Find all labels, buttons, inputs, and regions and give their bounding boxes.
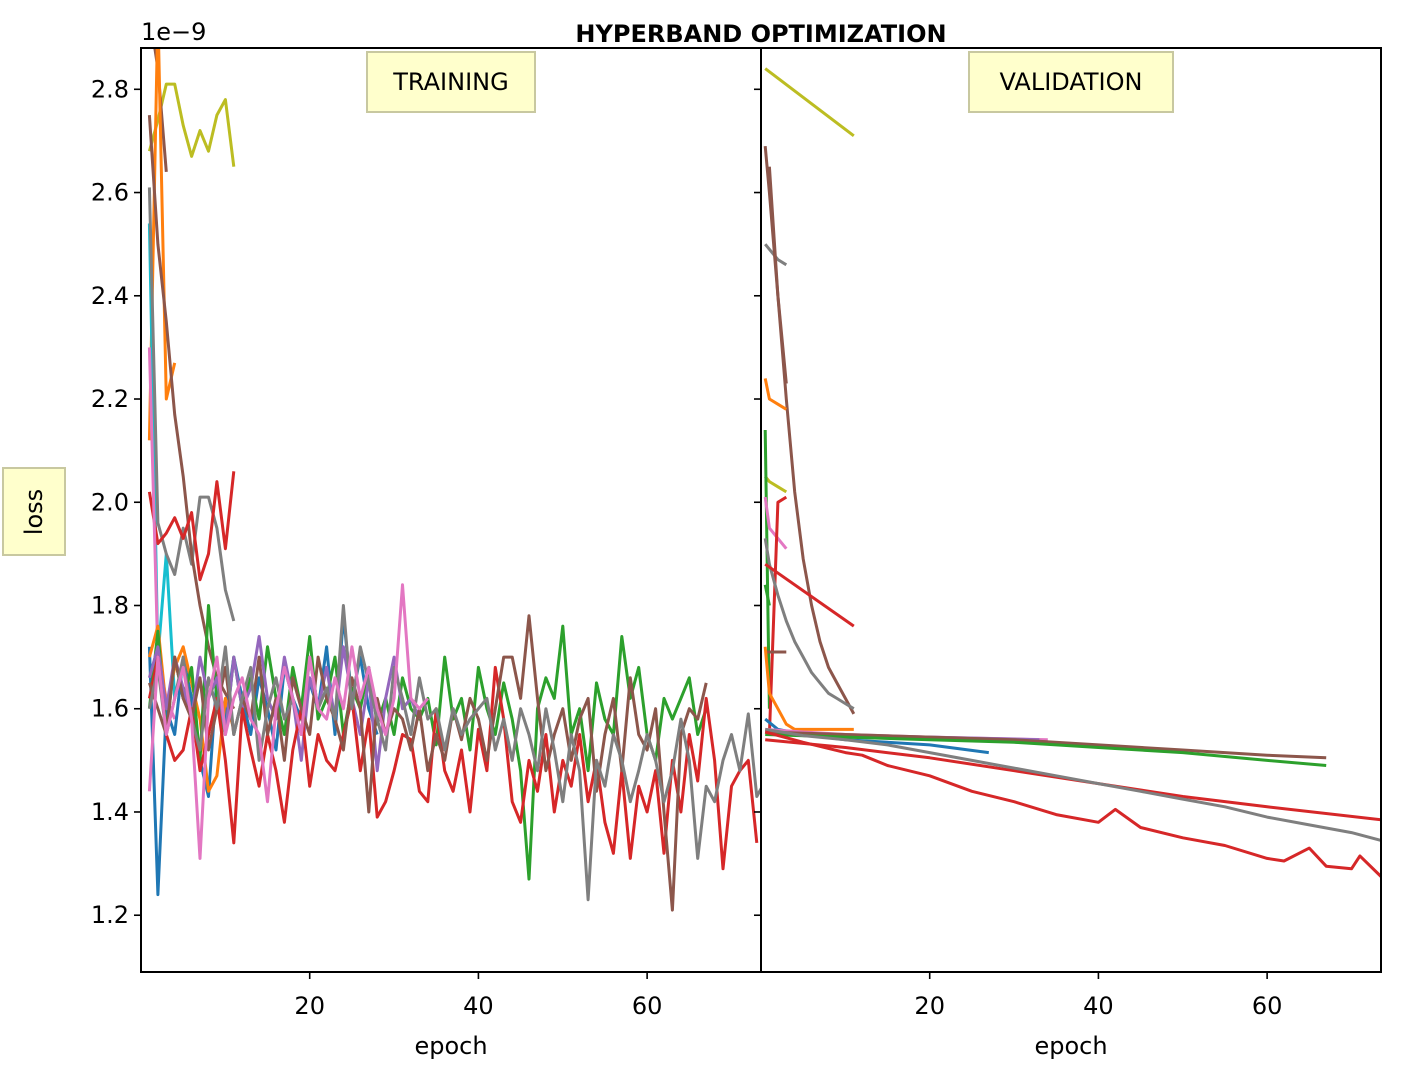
validation-series-line-7 <box>763 429 771 709</box>
training-series-line-13 <box>147 655 759 871</box>
training-series-line-5 <box>147 187 236 622</box>
y-tick-label: 2.2 <box>91 385 129 413</box>
y-tick-label: 2.4 <box>91 282 129 310</box>
training-series-line-15 <box>147 604 761 902</box>
validation-series-line-1 <box>764 67 855 137</box>
y-tick-label: 1.8 <box>91 591 129 619</box>
training-series-line-1 <box>147 82 236 167</box>
training-series-line-16 <box>147 583 429 860</box>
chart-title: HYPERBAND OPTIMIZATION <box>575 20 946 48</box>
validation-y-ticks <box>754 88 761 917</box>
training-label: TRAINING <box>392 68 508 96</box>
training-label-box: TRAINING <box>366 51 536 113</box>
validation-series-line-22 <box>764 730 1381 878</box>
validation-series-line-4 <box>767 166 856 715</box>
training-panel: 1.2 1.4 1.6 1.8 2.0 2.2 2.4 2.6 2.8 20 40 60 TRAIN… <box>91 47 762 1060</box>
validation-x-axis-label: epoch <box>1034 1032 1107 1060</box>
y-exponent-label: 1e−9 <box>141 18 206 46</box>
validation-series-line-12 <box>763 584 771 606</box>
validation-series-line-14 <box>763 646 854 731</box>
training-x-tick-label: 20 <box>294 992 325 1020</box>
validation-x-ticks: 20 40 60 <box>914 972 1282 1020</box>
training-x-axis-label: epoch <box>414 1032 487 1060</box>
validation-series-line-18 <box>765 730 1327 760</box>
y-tick-label: 2.0 <box>91 488 129 516</box>
training-x-tick-label: 40 <box>463 992 494 1020</box>
validation-series-line-10 <box>763 538 855 710</box>
validation-series-group <box>763 67 1381 878</box>
training-x-tick-label: 60 <box>632 992 663 1020</box>
validation-x-tick-label: 40 <box>1083 992 1114 1020</box>
validation-series-line-5 <box>763 378 788 411</box>
y-axis-label-box: loss <box>2 467 66 556</box>
validation-label-box: VALIDATION <box>968 51 1174 113</box>
y-tick-label: 2.6 <box>91 179 129 207</box>
y-axis-label: loss <box>20 489 48 535</box>
validation-series-line-19 <box>765 733 1327 767</box>
y-tick-label: 2.8 <box>91 75 129 103</box>
validation-x-tick-label: 20 <box>914 992 945 1020</box>
validation-x-tick-label: 60 <box>1252 992 1283 1020</box>
training-series-group <box>147 48 761 912</box>
validation-series-line-6 <box>764 475 788 494</box>
training-series-line-4 <box>147 223 177 699</box>
validation-series-line-8 <box>763 496 788 550</box>
validation-series-line-21 <box>764 727 1381 842</box>
validation-label: VALIDATION <box>1000 68 1143 96</box>
y-tick-label: 1.6 <box>91 695 129 723</box>
training-y-ticks: 1.2 1.4 1.6 1.8 2.0 2.2 2.4 2.6 2.8 <box>91 75 141 929</box>
validation-panel: 20 40 60 VALIDATION epoch <box>754 47 1382 1060</box>
y-tick-label: 1.4 <box>91 798 129 826</box>
validation-series-line-9 <box>767 495 788 735</box>
validation-series-line-11 <box>764 562 855 628</box>
y-tick-label: 1.2 <box>91 901 129 929</box>
validation-frame <box>760 47 1382 973</box>
training-series-line-7 <box>147 471 236 582</box>
training-x-ticks: 20 40 60 <box>294 972 662 1020</box>
